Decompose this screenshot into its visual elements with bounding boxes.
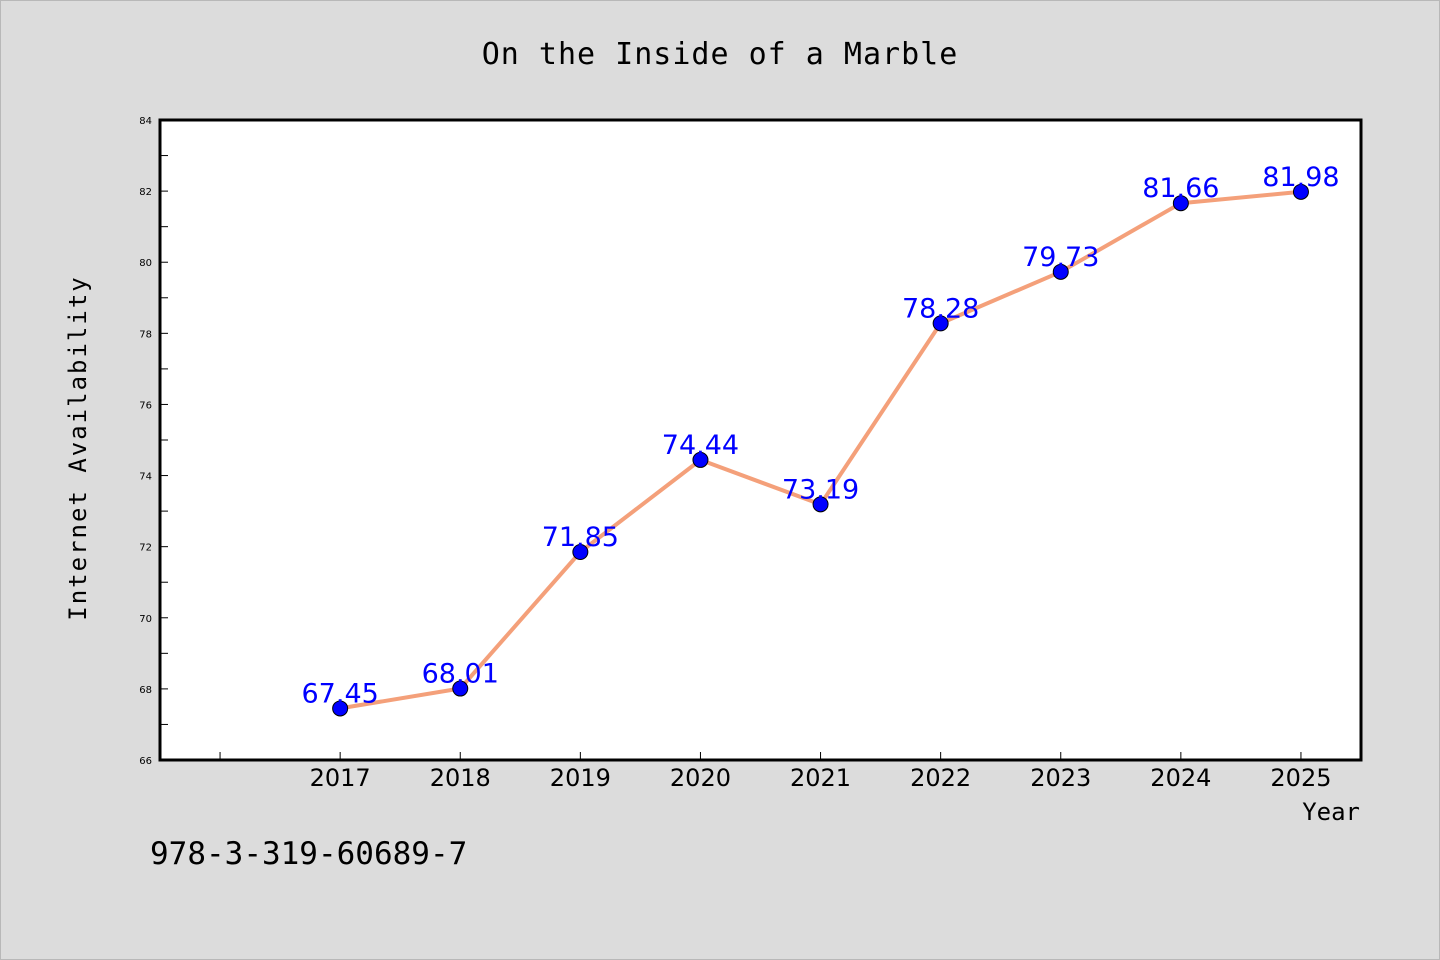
y-axis-label: Internet Availability (64, 275, 92, 620)
data-point (1172, 195, 1189, 212)
data-labels: 67.45 68.01 71.85 74.44 73.19 78.28 79.73 81.66… (302, 162, 1340, 710)
y-tick-label: 70 (139, 614, 152, 625)
chart-title: On the Inside of a Marble (482, 37, 959, 72)
x-tick-label: 2019 (550, 764, 611, 792)
x-tick-label: 2022 (910, 764, 971, 792)
y-axis-ticks: 66 68 70 72 74 76 78 80 82 84 (139, 116, 168, 767)
x-axis-ticks: 2017 2018 2019 2020 2021 2022 2023 2024 2025 (219, 752, 1331, 792)
y-tick-label: 80 (139, 258, 152, 269)
data-label: 71.85 (542, 522, 619, 553)
y-tick-label: 78 (139, 329, 152, 340)
data-point (692, 451, 709, 468)
data-label: 68.01 (422, 659, 499, 690)
data-label: 67.45 (302, 678, 379, 709)
data-point (812, 496, 829, 513)
plot-area (158, 118, 1363, 762)
data-point (1052, 263, 1069, 280)
y-tick-label: 84 (139, 116, 152, 127)
data-point (1292, 183, 1309, 200)
y-tick-label: 66 (139, 756, 152, 767)
data-point (932, 315, 949, 332)
y-tick-label: 68 (139, 685, 152, 696)
x-axis-label: Year (1302, 798, 1360, 826)
data-point (332, 700, 349, 717)
data-label: 79.73 (1022, 242, 1099, 273)
data-label: 81.98 (1262, 162, 1339, 193)
x-tick-label: 2025 (1270, 764, 1331, 792)
x-tick-label: 2017 (310, 764, 371, 792)
data-label: 78.28 (902, 293, 979, 324)
data-label: 74.44 (662, 430, 739, 461)
y-tick-label: 74 (139, 472, 152, 483)
y-tick-label: 72 (139, 543, 152, 554)
x-tick-label: 2021 (790, 764, 851, 792)
data-label: 81.66 (1142, 173, 1219, 204)
x-tick-label: 2018 (430, 764, 491, 792)
x-tick-label: 2024 (1150, 764, 1211, 792)
x-tick-label: 2020 (670, 764, 731, 792)
data-point (452, 680, 469, 697)
data-point (572, 544, 589, 560)
x-tick-label: 2023 (1030, 764, 1091, 792)
y-tick-label: 76 (139, 400, 152, 411)
series-markers (332, 183, 1309, 717)
y-tick-label: 82 (139, 187, 152, 198)
data-label: 73.19 (782, 474, 859, 505)
footer-text: 978-3-319-60689-7 (150, 836, 467, 872)
